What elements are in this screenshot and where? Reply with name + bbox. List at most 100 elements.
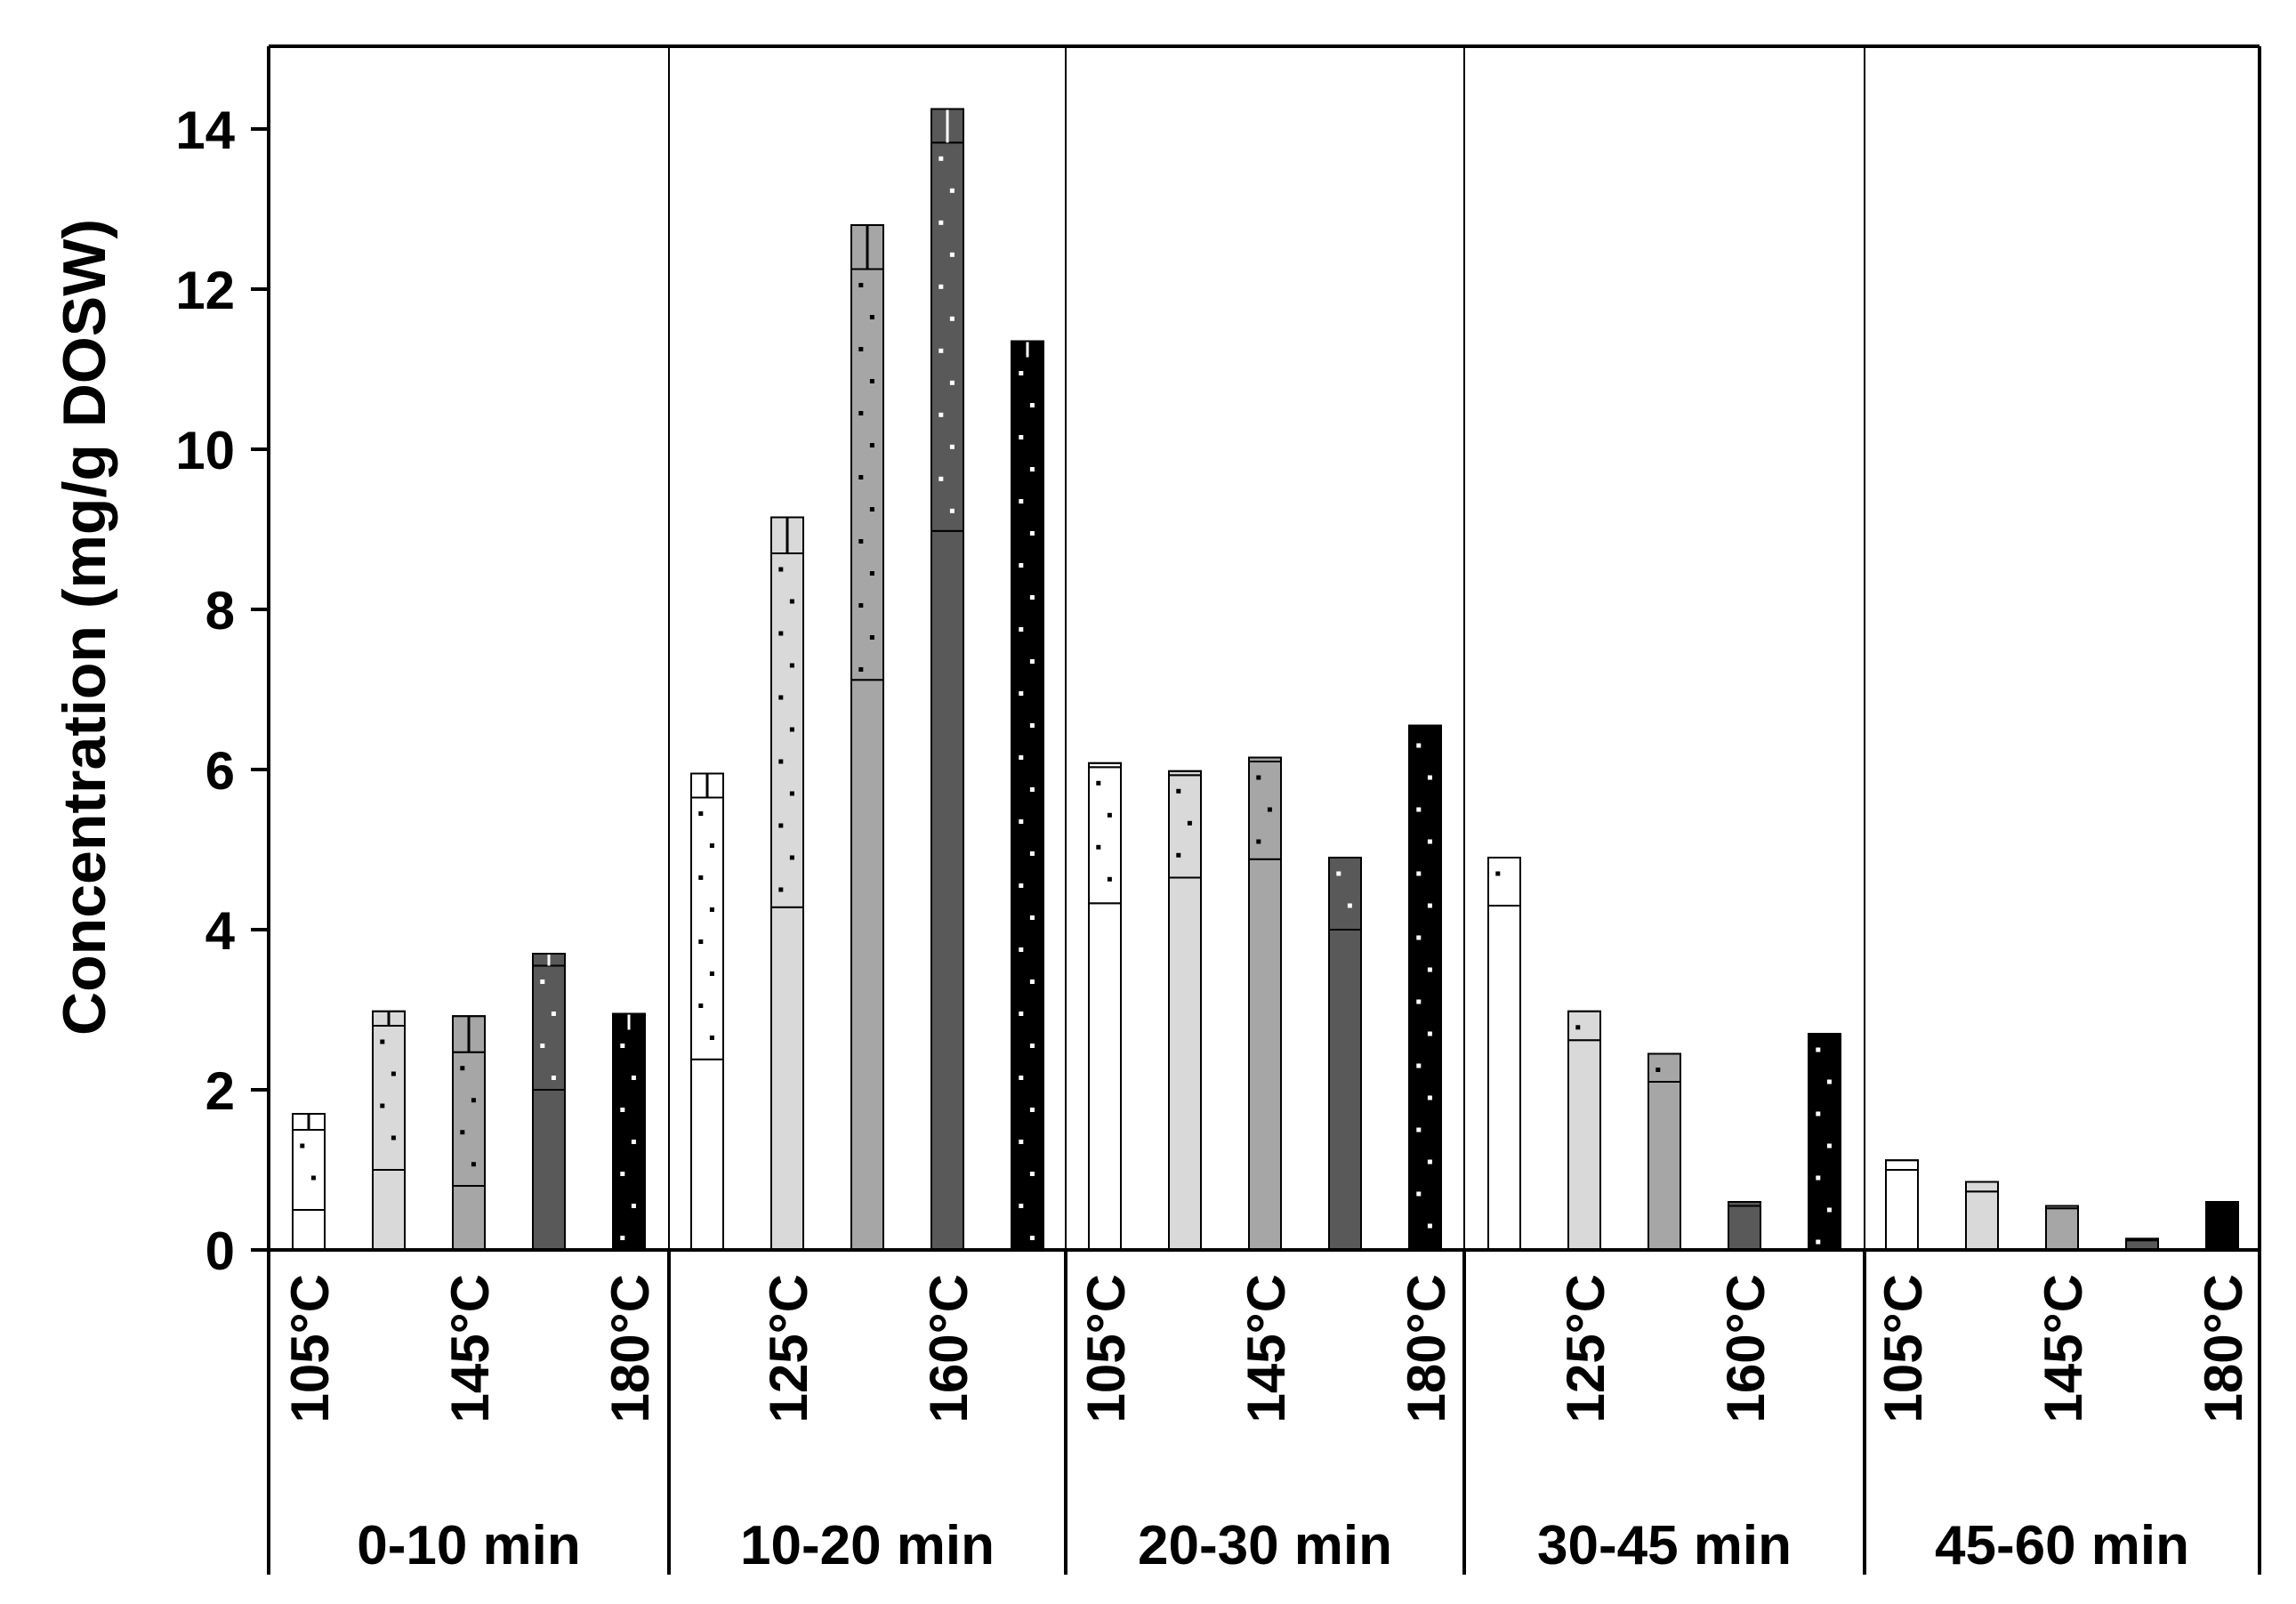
bar-pattern-dot (858, 283, 864, 287)
bar-segment (1885, 1169, 1919, 1251)
bar-pattern-dot (1029, 403, 1035, 407)
bar-pattern-dot (869, 379, 874, 383)
bar-pattern-dot (949, 188, 955, 193)
bar-pattern-dot (1019, 883, 1024, 888)
bar-pattern-dot (858, 667, 864, 672)
y-tick-label: 4 (205, 901, 236, 961)
bar-pattern-dot (1187, 820, 1192, 826)
bar-segment (1728, 1205, 1761, 1251)
bar-pattern-dot (1416, 935, 1422, 940)
bar-pattern-dot (1816, 1111, 1821, 1116)
bar-pattern-dot (698, 811, 704, 816)
bar-pattern-dot (1029, 979, 1035, 984)
bar-segment (850, 679, 884, 1251)
temperature-label: 105°C (280, 1274, 340, 1423)
bar-pattern-dot (1107, 812, 1112, 818)
y-tick-label: 10 (175, 421, 235, 480)
bar-segment (1487, 905, 1521, 1251)
y-axis-title: Concentration (mg/g DOSW) (51, 219, 118, 1036)
bar-pattern-dot (1816, 1175, 1821, 1181)
bar-pattern-dot (1019, 947, 1024, 952)
bar-pattern-dot (1029, 1044, 1035, 1048)
bar-segment (292, 1129, 326, 1211)
bar-pattern-dot (789, 599, 794, 604)
bar-segment (1328, 929, 1362, 1251)
bar-pattern-dot (789, 855, 794, 860)
bar-pattern-dot (949, 444, 955, 449)
bar-pattern-dot (1267, 807, 1272, 812)
bar-pattern-dot (1019, 435, 1024, 439)
bar-pattern-dot (1019, 1140, 1024, 1144)
bar-pattern-dot (1176, 852, 1181, 858)
bar-pattern-dot (1416, 743, 1422, 748)
bar-pattern-dot (1019, 627, 1024, 632)
bar-pattern-dot (869, 507, 874, 512)
bar-pattern-dot (939, 348, 944, 353)
bar-pattern-dot (939, 156, 944, 161)
bar-pattern-dot (949, 316, 955, 321)
bar-pattern-dot (949, 252, 955, 257)
bar-pattern-dot (1427, 1223, 1432, 1229)
bar-segment (1088, 766, 1122, 905)
bar-pattern-dot (1427, 967, 1432, 972)
bar-pattern-dot (620, 1172, 625, 1176)
bar-segment (1248, 761, 1282, 860)
bar-pattern-dot (949, 508, 955, 513)
bar-pattern-dot (1029, 723, 1035, 728)
y-tick-label: 8 (205, 581, 235, 641)
temperature-label: 180°C (600, 1274, 660, 1423)
bar-pattern-dot (939, 412, 944, 417)
y-tick-label: 6 (205, 741, 235, 801)
bar-segment (532, 964, 566, 1091)
bar-pattern-dot (939, 476, 944, 481)
bar-pattern-dot (789, 727, 794, 732)
bar-segment (770, 906, 804, 1251)
bar-segment (612, 1028, 646, 1251)
bar-pattern-dot (1029, 1108, 1035, 1112)
bar-pattern-dot (869, 315, 874, 319)
bar-segment (1248, 858, 1282, 1251)
bar-pattern-dot (709, 907, 714, 912)
bar-pattern-dot (1029, 659, 1035, 664)
bar-segment (1647, 1052, 1681, 1083)
bar-pattern-dot (949, 380, 955, 385)
bar-pattern-dot (1826, 1207, 1832, 1213)
bar-pattern-dot (778, 631, 784, 636)
bar-segment (1408, 729, 1442, 1251)
bar-pattern-dot (1029, 851, 1035, 856)
bar-segment (2205, 1201, 2239, 1251)
bar-pattern-dot (778, 887, 784, 892)
bar-pattern-dot (869, 443, 874, 447)
bar-pattern-dot (1029, 1236, 1035, 1240)
bar-pattern-dot (858, 475, 864, 480)
bar-pattern-dot (1096, 844, 1101, 850)
bar-pattern-dot (1347, 903, 1352, 908)
bar-segment (1328, 857, 1362, 931)
temperature-label: 105°C (1076, 1274, 1136, 1423)
bar-pattern-dot (1019, 1204, 1024, 1208)
bar-pattern-dot (1029, 467, 1035, 472)
bar-segment (1088, 902, 1122, 1251)
group-label: 30-45 min (1537, 1515, 1792, 1576)
bar-pattern-dot (310, 1175, 316, 1181)
bar-segment (1168, 774, 1202, 879)
bar-segment (532, 1089, 566, 1251)
temperature-label: 145°C (1237, 1274, 1296, 1423)
bar-segment (292, 1209, 326, 1251)
bar-pattern-dot (460, 1066, 465, 1071)
temperature-label: 125°C (759, 1274, 818, 1423)
bar-segment (372, 1169, 406, 1251)
bar-pattern-dot (1029, 1172, 1035, 1176)
y-tick-label: 12 (175, 261, 235, 320)
bar-segment (850, 268, 884, 681)
bar-pattern-dot (1416, 871, 1422, 876)
group-label: 10-20 min (740, 1515, 995, 1576)
bar-segment (1647, 1081, 1681, 1251)
bar-pattern-dot (1256, 775, 1261, 780)
bar-segment (1567, 1010, 1601, 1042)
bar-segment (690, 796, 724, 1060)
bar-pattern-dot (1019, 371, 1024, 375)
bar-segment (1885, 1159, 1919, 1171)
bar-pattern-dot (1416, 807, 1422, 812)
bar-pattern-dot (1019, 563, 1024, 568)
